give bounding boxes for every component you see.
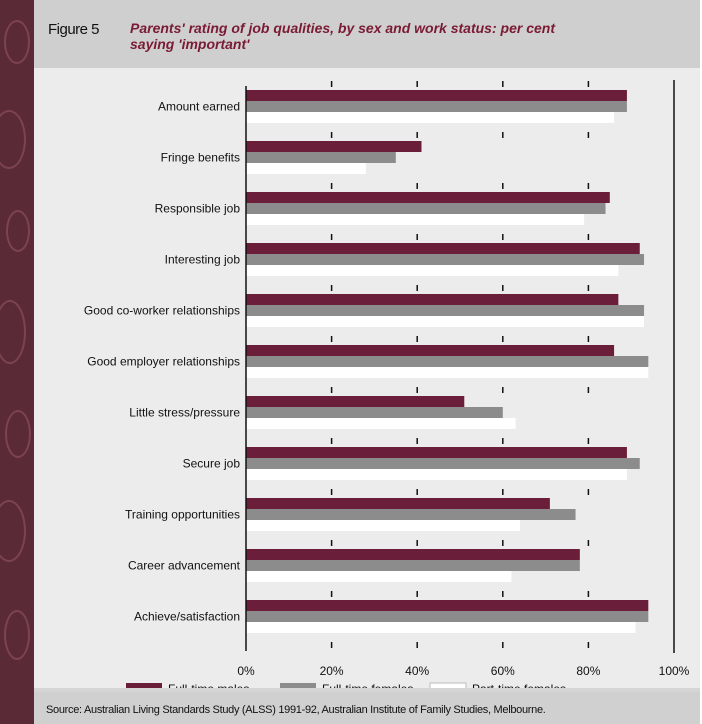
x-tick-label: 40%	[405, 664, 429, 678]
category-label: Achieve/satisfaction	[134, 610, 240, 624]
bar-2	[246, 152, 396, 163]
category-label: Good employer relationships	[87, 355, 240, 369]
bar-3	[246, 316, 645, 327]
bar-1	[246, 294, 619, 305]
category-label: Interesting job	[165, 253, 241, 267]
category-label: Career advancement	[128, 559, 241, 573]
bar-1	[246, 549, 580, 560]
figure-label: Figure 5	[48, 21, 100, 38]
bar-3	[246, 112, 615, 123]
legend-label: Full-time females	[322, 682, 413, 688]
bar-3	[246, 520, 520, 531]
bar-1	[246, 243, 640, 254]
bar-1	[246, 498, 550, 509]
bar-1	[246, 192, 610, 203]
legend-swatch	[429, 682, 467, 688]
x-tick-label: 20%	[320, 664, 344, 678]
bar-1	[246, 141, 422, 152]
category-label: Secure job	[183, 457, 241, 471]
category-label: Responsible job	[155, 202, 241, 216]
legend-swatch	[126, 683, 162, 688]
source-note: Source: Australian Living Standards Stud…	[46, 704, 546, 716]
bar-3	[246, 163, 366, 174]
bar-3	[246, 214, 585, 225]
x-tick-label: 0%	[237, 664, 255, 678]
bar-3	[246, 469, 627, 480]
bar-1	[246, 447, 627, 458]
category-label: Fringe benefits	[161, 151, 240, 165]
x-tick-label: 100%	[659, 664, 690, 678]
bar-2	[246, 203, 606, 214]
category-label: Amount earned	[158, 100, 240, 114]
bar-2	[246, 305, 645, 316]
bar-2	[246, 356, 649, 367]
legend-swatch	[280, 683, 316, 688]
category-label: Training opportunities	[125, 508, 240, 522]
bar-2	[246, 611, 649, 622]
bar-2	[246, 254, 645, 265]
bar-1	[246, 600, 649, 611]
bar-3	[246, 265, 619, 276]
bar-2	[246, 458, 640, 469]
x-tick-label: 80%	[576, 664, 600, 678]
figure-header	[34, 0, 700, 68]
bar-2	[246, 101, 627, 112]
bar-3	[246, 418, 516, 429]
bar-1	[246, 90, 627, 101]
bar-2	[246, 407, 503, 418]
x-tick-label: 60%	[491, 664, 515, 678]
bar-2	[246, 560, 580, 571]
category-label: Little stress/pressure	[129, 406, 240, 420]
legend-label: Part-time females	[472, 682, 566, 688]
chart-area: Amount earned Fringe benefits Responsible …	[34, 68, 700, 688]
bar-3	[246, 367, 649, 378]
decorative-sidebar	[0, 0, 34, 724]
bar-2	[246, 509, 576, 520]
chart-title: Parents' rating of job qualities, by sex…	[130, 20, 555, 52]
bar-3	[246, 571, 512, 582]
bar-chart: Amount earned Fringe benefits Responsible …	[84, 80, 690, 688]
bar-1	[246, 396, 465, 407]
category-label: Good co-worker relationships	[84, 304, 240, 318]
source-footer	[34, 692, 700, 724]
legend-label: Full-time males	[168, 682, 249, 688]
bar-3	[246, 622, 636, 633]
bar-1	[246, 345, 615, 356]
